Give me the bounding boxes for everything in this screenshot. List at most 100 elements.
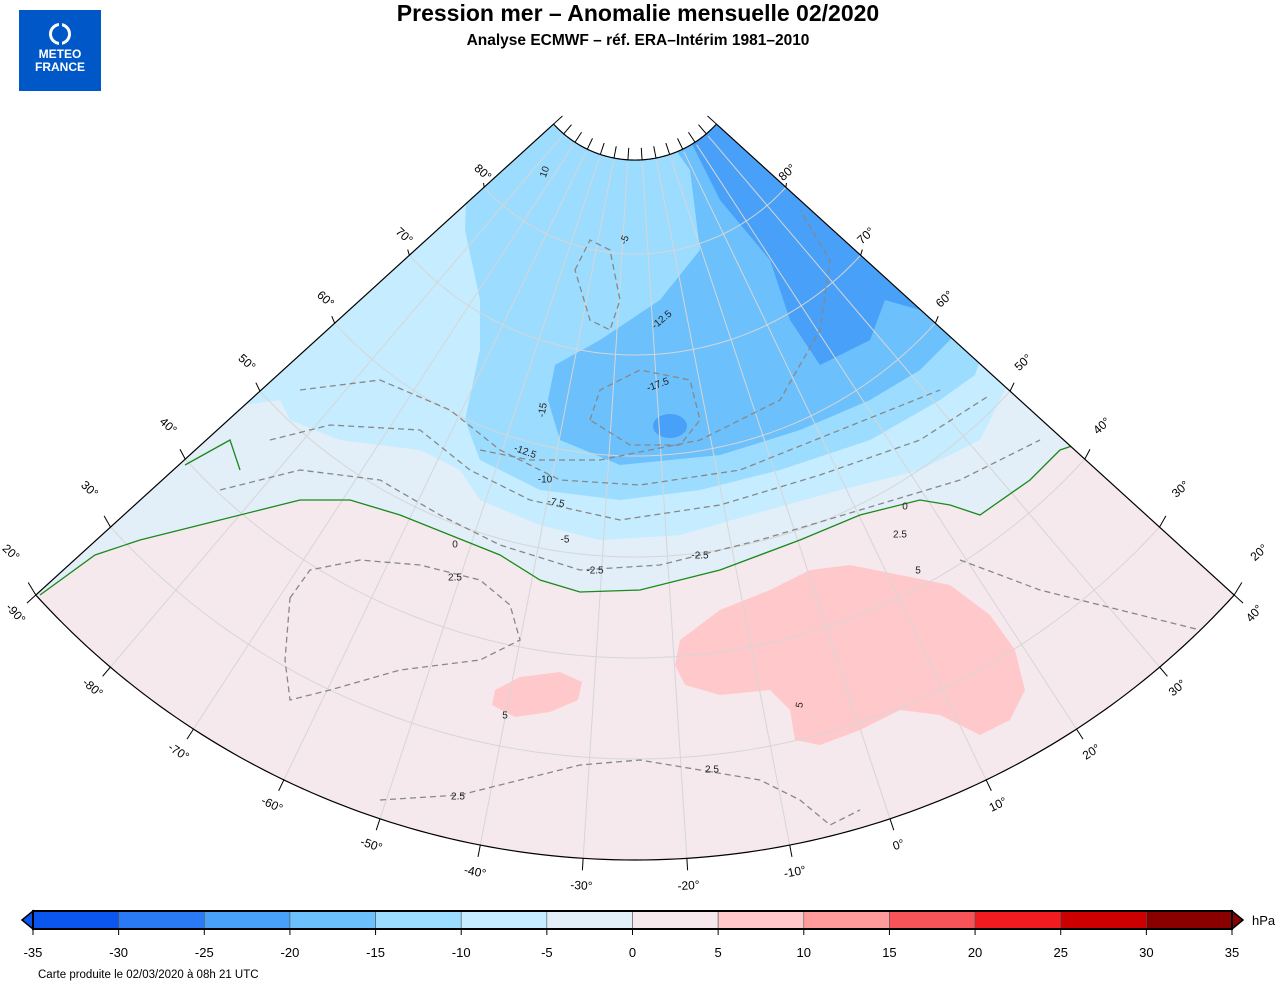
contour-label: 2.5 <box>448 573 462 584</box>
lon-tick <box>186 728 194 740</box>
colorbar-segment <box>203 910 291 930</box>
lon-tick <box>665 142 671 155</box>
colorbar-segment <box>375 910 462 930</box>
lat-label: 30° <box>1169 478 1192 501</box>
meteo-france-logo: METEO FRANCE <box>19 10 101 91</box>
colorbar-label: 25 <box>1053 945 1068 960</box>
lat-tick <box>331 315 336 324</box>
anomaly-area-iceland-minus25 <box>653 414 687 438</box>
lon-tick <box>789 844 793 857</box>
lon-label: 0° <box>891 836 906 853</box>
anomaly-map: 10-15-12.5-10-7.5-50-12.5-17.50-2.5-2.52… <box>0 115 1271 893</box>
lat-tick <box>103 515 111 528</box>
contour-label: -5 <box>618 234 632 247</box>
lat-tick <box>1084 449 1091 460</box>
colorbar-max-arrow <box>1231 909 1245 931</box>
contour-label: 10 <box>538 165 552 180</box>
lon-tick <box>1159 666 1168 677</box>
lon-tick <box>26 594 37 604</box>
lat-label: 60° <box>933 288 956 311</box>
contour-line <box>379 759 861 826</box>
frame-ticks <box>26 115 1244 871</box>
meridian-line <box>683 151 987 781</box>
lat-tick <box>483 182 485 188</box>
colorbar-label: 15 <box>882 945 897 960</box>
lon-tick <box>653 146 657 159</box>
lat-label: 50° <box>236 351 259 374</box>
contour-label: 5 <box>915 566 921 577</box>
lon-tick <box>581 858 584 871</box>
lat-label: 80° <box>776 161 799 184</box>
colorbar-label: -35 <box>23 945 43 960</box>
contour-labels: 10-15-12.5-10-7.5-50-12.5-17.50-2.5-2.52… <box>448 165 921 803</box>
lon-tick <box>599 142 605 155</box>
colorbar-label: -20 <box>280 945 300 960</box>
lon-tick <box>686 858 689 871</box>
meridian-line <box>641 162 688 859</box>
lat-label: 70° <box>393 224 416 247</box>
lat-tick <box>1233 582 1243 596</box>
lat-label: 70° <box>854 224 877 247</box>
colorbar-segment <box>289 910 376 930</box>
colorbar-label: 35 <box>1224 945 1240 960</box>
contour-label: 5 <box>794 701 806 709</box>
contour-label: -2.5 <box>691 551 709 562</box>
lon-tick <box>563 124 572 135</box>
lon-tick <box>375 818 381 831</box>
lon-tick <box>613 146 617 159</box>
lat-tick <box>934 315 939 324</box>
colorbar-segment <box>717 910 805 930</box>
lon-tick <box>586 138 593 150</box>
colorbar-segment <box>546 910 633 930</box>
colorbar-segment <box>118 910 205 930</box>
lon-tick <box>278 779 285 791</box>
lon-label: 30° <box>1166 676 1189 699</box>
lon-tick <box>677 138 684 150</box>
colorbar-label: -5 <box>541 945 553 960</box>
lon-tick <box>627 147 630 160</box>
lat-label: 50° <box>1012 351 1035 374</box>
contour-line <box>589 369 701 446</box>
anomaly-area-iberia-africa-plus5 <box>675 565 1025 745</box>
parallel-line <box>259 390 1011 558</box>
lat-label: 40° <box>1090 414 1113 437</box>
logo-icon <box>49 23 71 45</box>
lat-tick <box>1159 515 1167 528</box>
meridian-line <box>670 157 891 819</box>
contour-label: -15 <box>536 402 549 419</box>
lon-tick <box>477 844 481 857</box>
colorbar-segment <box>1146 910 1233 930</box>
lon-tick <box>102 666 111 677</box>
lon-label: -90° <box>3 600 28 626</box>
meridian-line <box>479 160 614 846</box>
logo-line2: FRANCE <box>35 60 85 74</box>
zero-contour <box>39 439 1091 596</box>
lon-label: 20° <box>1080 741 1103 763</box>
colorbar-label: 20 <box>967 945 983 960</box>
colorbar-segment <box>460 910 548 930</box>
meridian-line <box>582 162 629 859</box>
contour-label: 0 <box>902 502 908 513</box>
colorbar-label: -30 <box>109 945 129 960</box>
parallel-line <box>409 254 861 356</box>
contour-label: 2.5 <box>893 530 907 541</box>
lat-label: 20° <box>0 541 23 564</box>
meridian-line <box>283 151 587 781</box>
lon-tick <box>640 147 643 160</box>
colorbar-label: -10 <box>451 945 471 960</box>
contour-line <box>269 394 991 521</box>
lon-label: -80° <box>80 675 106 700</box>
dashed-contours <box>219 209 1201 826</box>
colorbar-label: 10 <box>796 945 812 960</box>
lon-tick <box>574 131 582 143</box>
lat-tick <box>407 249 410 256</box>
parallel-line <box>110 526 1160 760</box>
contour-line <box>479 209 831 461</box>
lon-tick <box>1233 594 1244 604</box>
lon-tick <box>688 131 696 143</box>
meridian-line <box>707 135 1161 668</box>
contour-label: -2.5 <box>586 566 604 577</box>
lon-label: 40° <box>1243 602 1266 625</box>
meridian-line <box>193 144 574 730</box>
contour-line <box>959 559 1201 631</box>
